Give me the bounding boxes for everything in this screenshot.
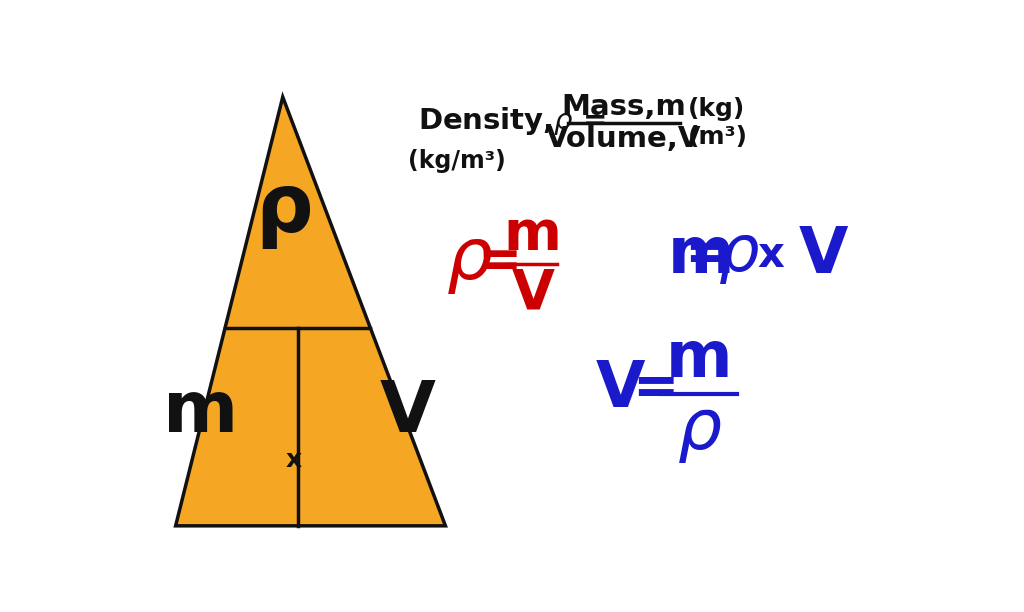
Text: =: = [684,228,730,282]
Text: $\rho$: $\rho$ [677,398,722,465]
Text: m: m [504,208,562,262]
Text: x: x [758,234,784,276]
Text: V: V [380,378,436,447]
Text: $\rho$: $\rho$ [718,224,760,286]
Text: V: V [595,358,645,420]
Text: m: m [668,224,734,286]
Text: =: = [477,236,521,288]
Text: V: V [511,267,554,321]
Text: (kg): (kg) [687,97,744,121]
Text: Volume,V: Volume,V [547,125,701,153]
Text: V: V [799,224,848,286]
Text: Density,$\rho$ =: Density,$\rho$ = [418,105,605,136]
Text: m: m [163,378,238,447]
Text: (kg/m³): (kg/m³) [409,149,506,173]
Text: =: = [633,362,679,416]
Text: x: x [286,448,302,472]
Text: $\rho$: $\rho$ [445,228,493,296]
Polygon shape [176,97,445,526]
Text: (m³): (m³) [687,125,748,149]
Text: $\mathbf{\rho}$: $\mathbf{\rho}$ [255,173,310,252]
Text: Mass,m: Mass,m [561,92,686,121]
Text: m: m [667,328,732,390]
